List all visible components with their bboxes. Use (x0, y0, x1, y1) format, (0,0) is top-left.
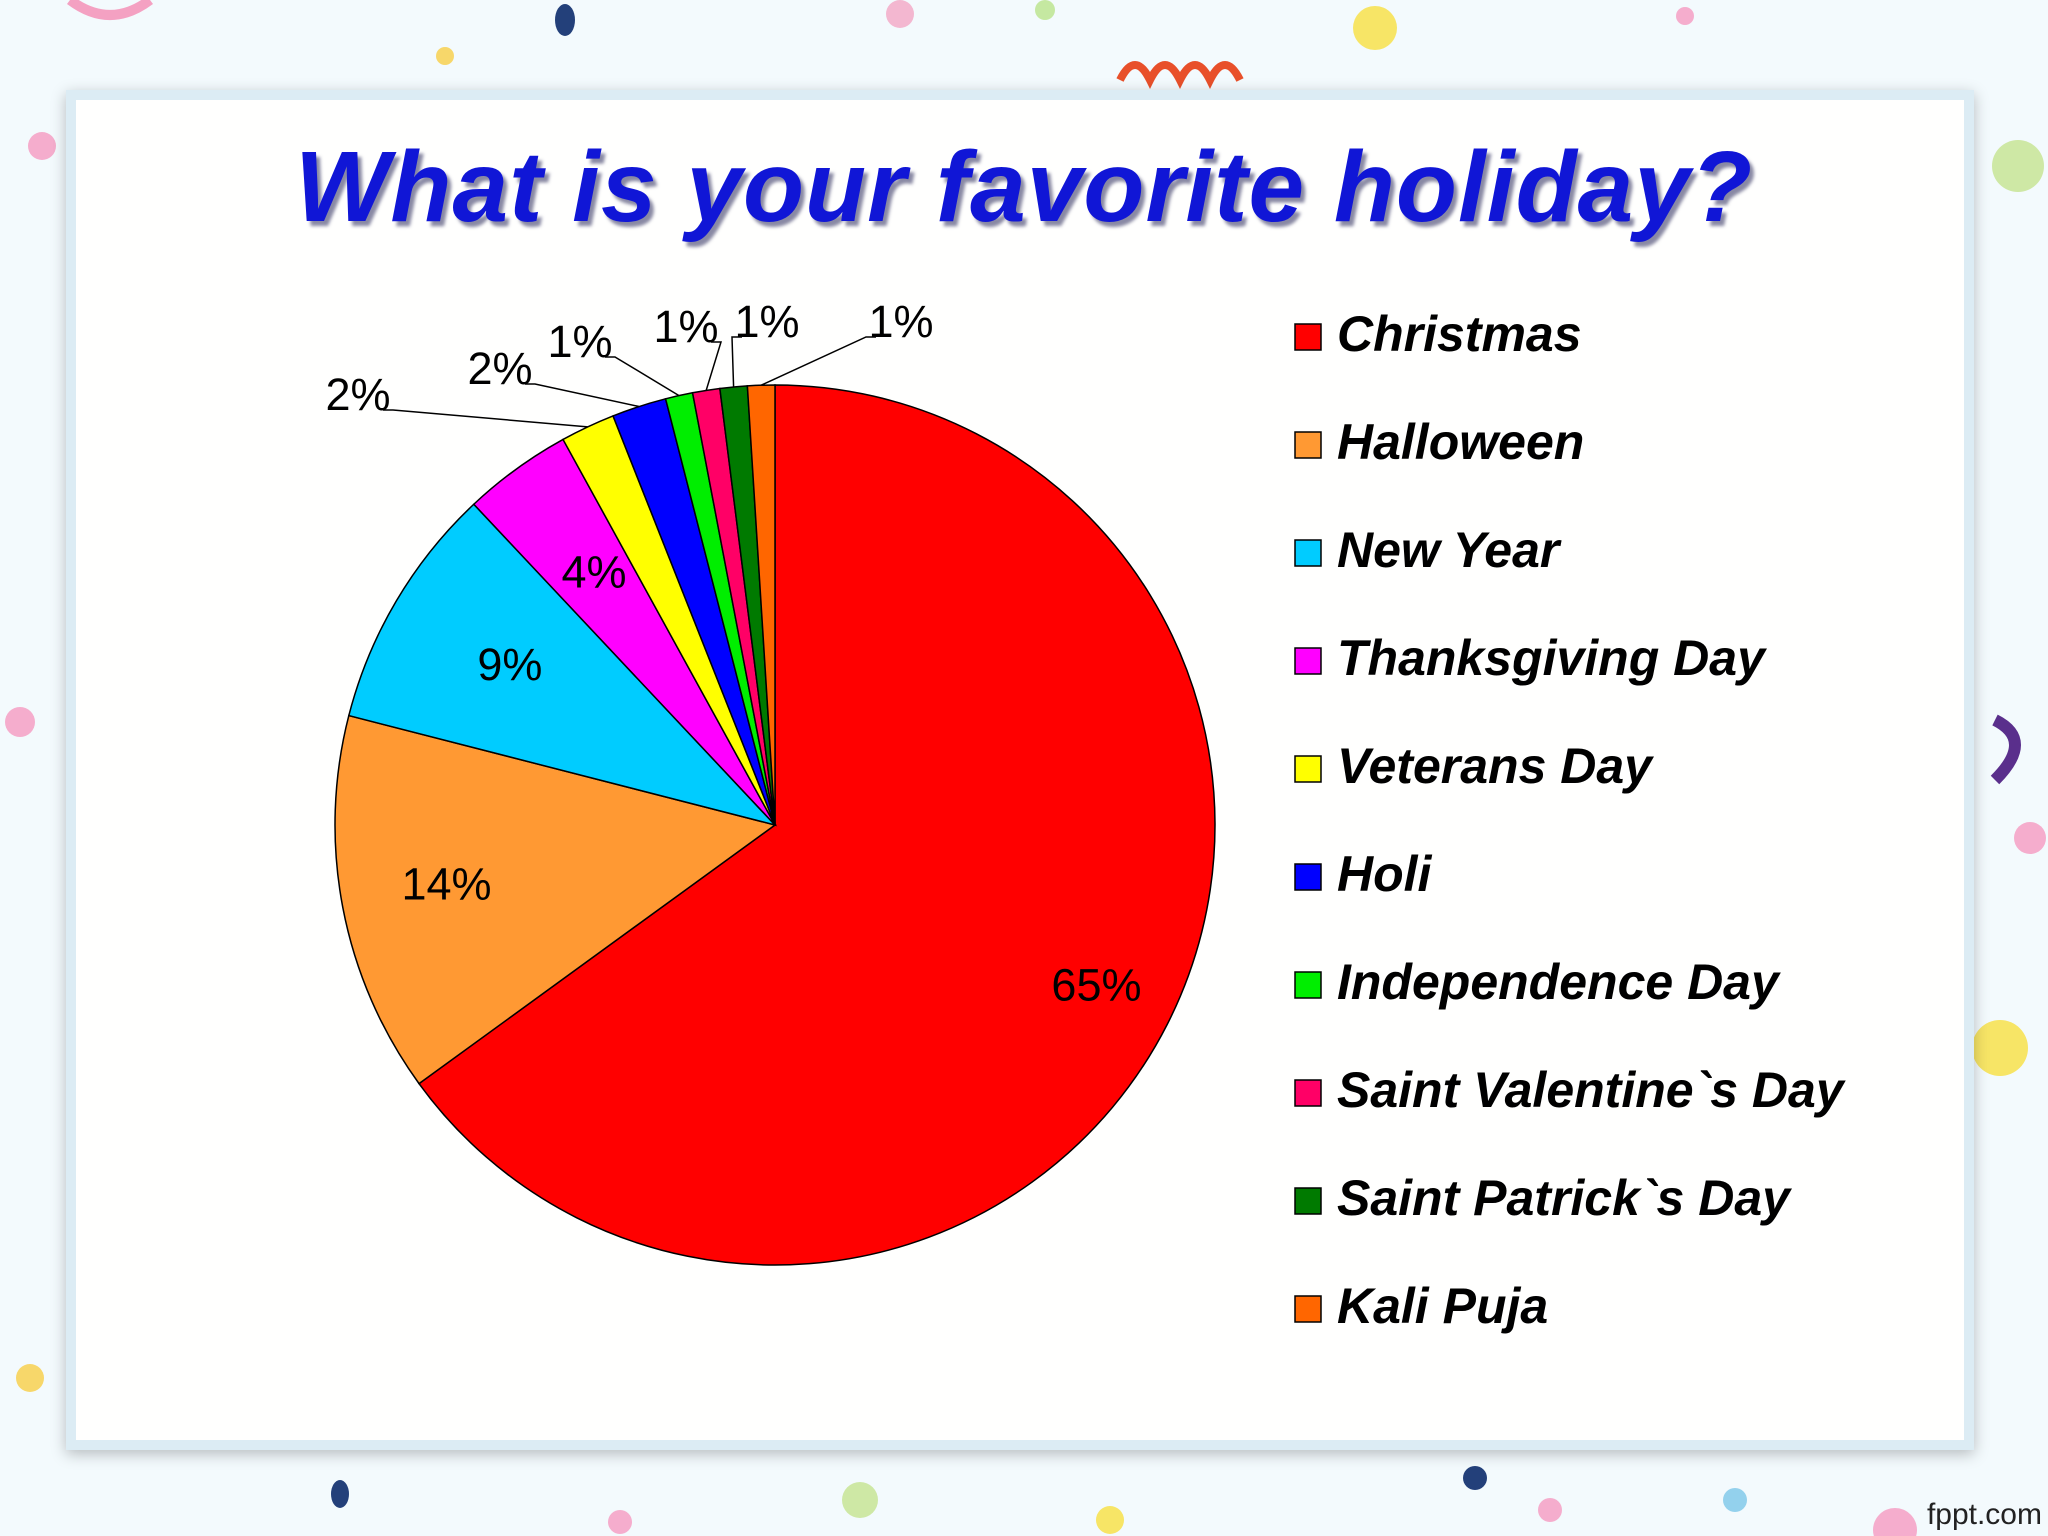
legend-swatch-saint-patrick-s-day (1294, 1187, 1322, 1215)
leader-line-veterans-day (383, 409, 588, 428)
slice-label-holi: 2% (467, 343, 532, 394)
legend-swatch-new-year (1294, 539, 1322, 567)
legend-label-saint-patrick-s-day: Saint Patrick`s Day (1337, 1170, 1792, 1226)
slice-label-halloween: 14% (401, 859, 491, 910)
legend-label-halloween: Halloween (1337, 414, 1584, 470)
slice-label-thanksgiving-day: 4% (561, 547, 626, 598)
pie-slice-new-year (347, 503, 778, 827)
legend-label-holi: Holi (1337, 846, 1433, 902)
legend-swatch-christmas (1294, 323, 1322, 351)
pie-slice-halloween (334, 714, 777, 1085)
pie-slice-kali-puja (746, 384, 776, 826)
slice-label-kali-puja: 1% (868, 296, 933, 347)
legend-label-christmas: Christmas (1337, 306, 1582, 362)
legend-label-kali-puja: Kali Puja (1337, 1278, 1548, 1334)
legend-label-independence-day: Independence Day (1337, 954, 1781, 1010)
slice-label-christmas: 65% (1051, 960, 1141, 1011)
legend-swatch-kali-puja (1294, 1295, 1322, 1323)
leader-line-holi (525, 383, 640, 408)
slice-labels: 65% 14% 9% 4% 2% 2% 1% 1% 1% 1% (325, 296, 1141, 1011)
legend-swatch-holi (1294, 863, 1322, 891)
legend-label-saint-valentine-s-day: Saint Valentine`s Day (1337, 1062, 1846, 1118)
chart-title: What is your favorite holiday? (295, 131, 1753, 243)
pie-slices (334, 384, 1216, 1266)
legend-swatch-thanksgiving-day (1294, 647, 1322, 675)
leader-line-independence-day (605, 356, 680, 397)
leader-line-kali-puja (760, 336, 876, 386)
watermark: fppt.com (1926, 1498, 2042, 1531)
legend-swatch-halloween (1294, 431, 1322, 459)
legend-label-thanksgiving-day: Thanksgiving Day (1337, 630, 1767, 686)
legend-swatch-saint-valentine-s-day (1294, 1079, 1322, 1107)
legend-swatch-veterans-day (1294, 755, 1322, 783)
leader-line-saint-valentine-s-day (705, 341, 723, 391)
legend-label-new-year: New Year (1337, 522, 1562, 578)
slice-label-saint-valentine-s-day: 1% (653, 301, 718, 352)
legend-swatch-independence-day (1294, 971, 1322, 999)
chart-legend: Christmas Halloween New Year Thanksgiving D… (1294, 306, 1846, 1334)
slice-label-independence-day: 1% (547, 316, 612, 367)
pie-slice-christmas (417, 384, 1216, 1266)
leader-line-saint-patrick-s-day (731, 336, 742, 387)
slice-label-saint-patrick-s-day: 1% (734, 296, 799, 347)
leader-lines (383, 336, 876, 428)
slice-label-new-year: 9% (477, 639, 542, 690)
legend-label-veterans-day: Veterans Day (1337, 738, 1654, 794)
slice-label-veterans-day: 2% (325, 369, 390, 420)
